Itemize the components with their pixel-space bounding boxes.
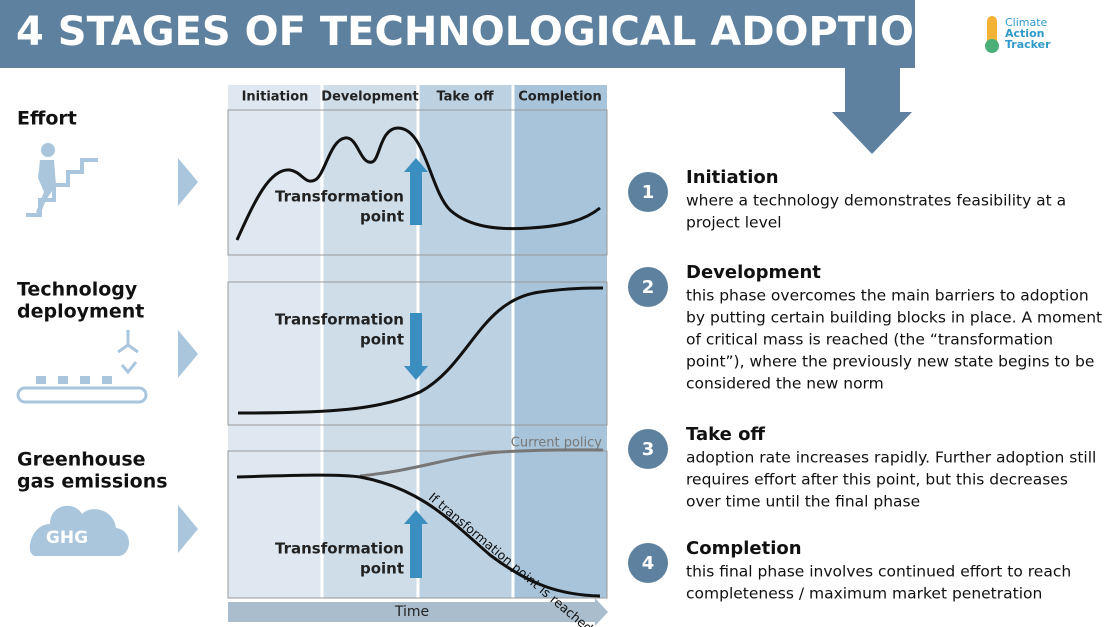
row-label: Technology xyxy=(17,279,138,301)
current-policy-label: Current policy xyxy=(511,436,603,451)
stage-description: completeness / maximum market penetratio… xyxy=(686,585,1042,603)
phase-label: Completion xyxy=(518,90,601,105)
transformation-label: point xyxy=(360,560,404,578)
icon-text: GHG xyxy=(46,528,88,548)
phase-label: Development xyxy=(321,90,418,105)
cloud-icon xyxy=(29,505,129,556)
row-label: Effort xyxy=(17,108,77,130)
phase-label: Take off xyxy=(436,90,494,105)
stage-badge xyxy=(628,429,668,469)
transformation-label: point xyxy=(360,331,404,349)
panel-border xyxy=(227,109,608,256)
stage-number: 1 xyxy=(642,182,655,203)
climber-icon xyxy=(36,160,56,215)
robot-arm-icon xyxy=(117,330,139,375)
chevron xyxy=(178,158,198,206)
stage-description: over time until the final phase xyxy=(686,493,920,511)
emissions-curve xyxy=(236,473,601,598)
stage-chart xyxy=(227,85,608,626)
stage-description: requires effort after this point, but th… xyxy=(686,471,1068,489)
panel-border xyxy=(227,281,608,426)
stage-description: this phase overcomes the main barriers t… xyxy=(686,287,1089,305)
stage-number: 4 xyxy=(642,553,655,574)
row-label: Greenhouse xyxy=(17,449,146,471)
effort-curve xyxy=(235,126,601,241)
stage-title: Development xyxy=(686,262,821,283)
phase-column xyxy=(322,85,418,598)
deployment-curve xyxy=(237,286,604,415)
stage-badge xyxy=(628,543,668,583)
climber-icon xyxy=(41,143,55,157)
conveyor-icon xyxy=(16,386,148,404)
row-icons xyxy=(16,143,198,556)
row-label: gas emissions xyxy=(17,471,168,493)
row-label: deployment xyxy=(17,301,144,323)
stage-description: project level xyxy=(686,214,782,232)
logo-text: Tracker xyxy=(1005,38,1051,51)
chevron xyxy=(178,505,198,553)
stage-description: where a technology demonstrates feasibil… xyxy=(686,192,1066,210)
phase-column xyxy=(228,85,322,598)
stage-description: considered the new norm xyxy=(686,375,884,393)
stairs-icon xyxy=(26,158,98,217)
stage-description: point”), where the previously new state … xyxy=(686,353,1094,371)
stage-badge xyxy=(628,267,668,307)
panel-border xyxy=(227,450,608,599)
conveyor-box xyxy=(102,376,112,384)
stage-description: by putting certain building blocks in pl… xyxy=(686,309,1102,327)
stage-description: adoption rate increases rapidly. Further… xyxy=(686,449,1096,467)
phase-label: Initiation xyxy=(242,90,309,105)
phase-column xyxy=(418,85,513,598)
transformation-label: Transformation xyxy=(275,540,404,558)
header-band xyxy=(0,0,915,68)
transformation-label: Transformation xyxy=(275,188,404,206)
stage-list: 1 Initiation where a technology demonstrat… xyxy=(628,167,1102,603)
stage-title: Take off xyxy=(686,424,765,445)
time-label: Time xyxy=(394,604,429,620)
arrow-up xyxy=(404,510,428,578)
stage-number: 2 xyxy=(642,277,655,298)
phase-column xyxy=(513,85,607,598)
logo-text: Action xyxy=(1005,27,1044,40)
transformation-label: Transformation xyxy=(275,311,404,329)
stage-description: of critical mass is reached (the “transf… xyxy=(686,331,1053,349)
logo xyxy=(985,16,999,53)
arrow-up xyxy=(404,158,428,225)
conveyor-box xyxy=(80,376,90,384)
logo-text: Climate xyxy=(1005,16,1048,29)
title: 4 STAGES OF TECHNOLOGICAL ADOPTION xyxy=(16,9,947,55)
conveyor-box xyxy=(58,376,68,384)
transformation-label: point xyxy=(360,208,404,226)
conveyor-box xyxy=(36,376,46,384)
stage-number: 3 xyxy=(642,439,655,460)
current-policy-curve xyxy=(359,448,604,478)
header-arrow xyxy=(832,68,912,154)
logo-thermometer xyxy=(987,16,997,46)
stage-title: Initiation xyxy=(686,167,779,188)
stage-title: Completion xyxy=(686,538,802,559)
time-arrow xyxy=(228,598,608,626)
chevron xyxy=(178,330,198,378)
stage-description: this final phase involves continued effo… xyxy=(686,563,1071,581)
logo-bulb xyxy=(985,39,999,53)
stage-badge xyxy=(628,172,668,212)
arrow-down xyxy=(404,313,428,380)
